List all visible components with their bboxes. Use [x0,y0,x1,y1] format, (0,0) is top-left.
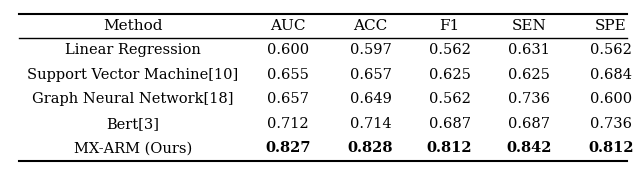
Text: 0.562: 0.562 [429,92,470,106]
Text: 0.736: 0.736 [508,92,550,106]
Text: 0.657: 0.657 [349,68,392,82]
Text: 0.655: 0.655 [268,68,309,82]
Text: F1: F1 [440,19,460,33]
Text: 0.714: 0.714 [349,117,391,131]
Text: Linear Regression: Linear Regression [65,43,201,57]
Text: 0.842: 0.842 [506,141,552,155]
Text: Bert[3]: Bert[3] [106,117,159,131]
Text: AUC: AUC [270,19,306,33]
Text: 0.812: 0.812 [588,141,634,155]
Text: 0.687: 0.687 [429,117,470,131]
Text: 0.687: 0.687 [508,117,550,131]
Text: Support Vector Machine[10]: Support Vector Machine[10] [28,68,239,82]
Text: 0.712: 0.712 [268,117,309,131]
Text: 0.625: 0.625 [508,68,550,82]
Text: 0.625: 0.625 [429,68,470,82]
Text: 0.597: 0.597 [349,43,391,57]
Text: 0.562: 0.562 [429,43,470,57]
Text: Graph Neural Network[18]: Graph Neural Network[18] [32,92,234,106]
Text: 0.631: 0.631 [508,43,550,57]
Text: 0.827: 0.827 [266,141,311,155]
Text: SEN: SEN [511,19,546,33]
Text: MX-ARM (Ours): MX-ARM (Ours) [74,141,192,155]
Text: ACC: ACC [353,19,388,33]
Text: 0.600: 0.600 [267,43,309,57]
Text: 0.736: 0.736 [590,117,632,131]
Text: 0.684: 0.684 [590,68,632,82]
Text: 0.828: 0.828 [348,141,393,155]
Text: 0.657: 0.657 [268,92,309,106]
Text: Method: Method [103,19,163,33]
Text: 0.600: 0.600 [590,92,632,106]
Text: 0.812: 0.812 [427,141,472,155]
Text: SPE: SPE [595,19,627,33]
Text: 0.562: 0.562 [590,43,632,57]
Text: 0.649: 0.649 [349,92,392,106]
